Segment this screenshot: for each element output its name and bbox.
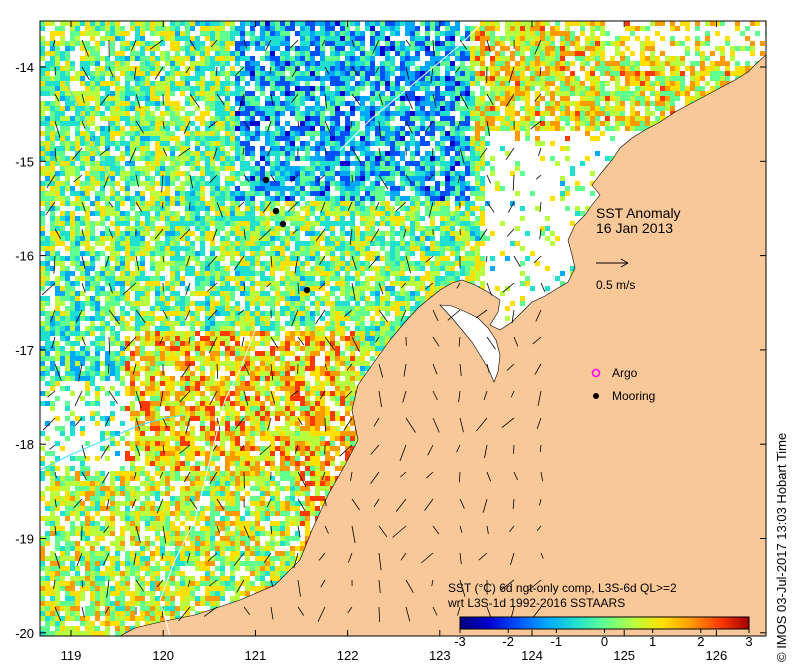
y-tick-label: -15 bbox=[15, 154, 34, 169]
x-tick-label: 120 bbox=[152, 648, 174, 663]
colorbar-tick-label: -1 bbox=[551, 634, 563, 649]
mooring-legend-label: Mooring bbox=[612, 389, 655, 403]
bathymetry-contour-cyan bbox=[40, 414, 186, 471]
colorbar-tick-label: 3 bbox=[745, 634, 752, 649]
scale-arrow bbox=[596, 258, 629, 268]
x-tick-label: 124 bbox=[521, 648, 543, 663]
scale-arrow-label: 0.5 m/s bbox=[596, 278, 635, 292]
x-tick-label: 121 bbox=[245, 648, 267, 663]
colorbar-tick-label: -2 bbox=[502, 634, 514, 649]
colorbar-caption-line1: SST (°C) 6d ngt-only comp, L3S-6d QL>=2 bbox=[448, 581, 677, 595]
x-tick-label: 123 bbox=[429, 648, 451, 663]
mooring-marker bbox=[272, 207, 280, 215]
x-tick-label: 126 bbox=[706, 648, 728, 663]
map-title: SST Anomaly bbox=[596, 205, 681, 221]
land-mass bbox=[119, 21, 766, 636]
y-tick-label: -18 bbox=[15, 437, 34, 452]
colorbar-ticks: -3 -2 -1 0 1 2 3 bbox=[454, 629, 753, 649]
colorbar-tick-label: 1 bbox=[649, 634, 656, 649]
y-tick-label: -14 bbox=[15, 60, 34, 75]
colorbar-caption-line2: wrt L3S-1d 1992-2016 SSTAARS bbox=[447, 596, 625, 610]
x-tick-label: 122 bbox=[337, 648, 359, 663]
colorbar-tick-label: -3 bbox=[454, 634, 466, 649]
x-tick-label: 125 bbox=[613, 648, 635, 663]
bathymetry-contour-white bbox=[159, 329, 256, 636]
current-vectors bbox=[41, 39, 546, 623]
plot-frame bbox=[39, 20, 767, 637]
bathymetry-contour-white-2 bbox=[339, 24, 481, 151]
mooring-marker bbox=[262, 176, 270, 184]
imos-credit: © IMOS 03-Jul-2017 13:03 Hobart Time bbox=[774, 432, 789, 662]
colorbar-tick-label: 2 bbox=[697, 634, 704, 649]
y-tick-label: -16 bbox=[15, 249, 34, 264]
mooring-legend-icon bbox=[593, 393, 599, 399]
y-tick-label: -17 bbox=[15, 343, 34, 358]
estuary bbox=[439, 304, 501, 383]
bathymetry-contour-cyan-2 bbox=[64, 79, 116, 191]
colorbar-tick-label: 0 bbox=[601, 634, 608, 649]
x-tick-label: 119 bbox=[61, 648, 82, 663]
argo-legend-icon bbox=[591, 368, 601, 378]
colorbar bbox=[459, 616, 750, 630]
y-tick-label: -19 bbox=[15, 532, 34, 547]
argo-legend-label: Argo bbox=[612, 366, 638, 380]
y-axis-ticks: -14 -15 -16 -17 -18 -19 -20 bbox=[15, 60, 766, 641]
mooring-markers bbox=[262, 176, 311, 294]
x-axis-ticks: 119 120 121 122 123 124 125 126 bbox=[61, 21, 728, 663]
y-tick-label: -20 bbox=[15, 626, 34, 641]
mooring-marker bbox=[279, 220, 287, 228]
map-date: 16 Jan 2013 bbox=[596, 220, 673, 236]
mooring-marker bbox=[303, 286, 311, 294]
